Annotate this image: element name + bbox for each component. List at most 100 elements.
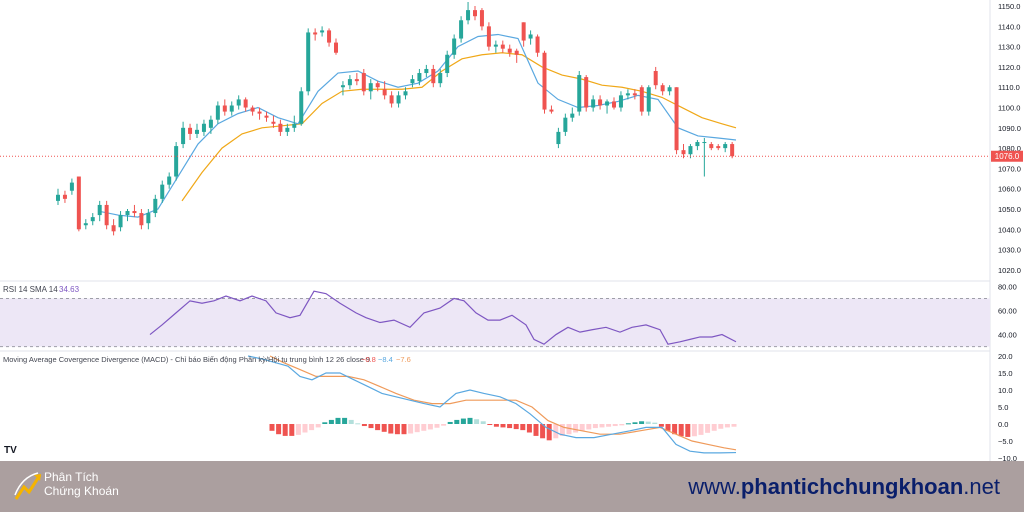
candle-body <box>69 182 74 191</box>
macd-histogram-bar <box>441 424 447 426</box>
candle-body <box>577 75 582 112</box>
candle-body <box>201 123 206 132</box>
macd-tick-label: 20.0 <box>998 352 1013 361</box>
macd-histogram <box>269 417 737 441</box>
rsi-legend-title[interactable]: RSI 14 SMA 14 <box>3 285 58 294</box>
macd-axis[interactable]: 20.0 15.0 10.0 5.0 0.0 −5.0 −10.0 <box>998 352 1017 463</box>
price-tick-label: 1080.0 <box>998 144 1021 153</box>
macd-histogram-bar <box>295 424 301 435</box>
macd-histogram-bar <box>579 424 585 431</box>
macd-histogram-bar <box>533 424 539 436</box>
candle-body <box>417 73 422 82</box>
ma-fast-line <box>97 33 737 218</box>
price-tick-label: 1090.0 <box>998 124 1021 133</box>
candle-body <box>167 176 172 185</box>
price-tick-label: 1130.0 <box>998 43 1020 52</box>
price-axis[interactable]: 1150.0 1140.0 1130.0 1120.0 1110.0 1100.0 1090… <box>998 2 1021 275</box>
macd-histogram-bar <box>731 424 737 427</box>
candle-body <box>354 79 359 82</box>
price-tick-label: 1110.0 <box>998 83 1020 92</box>
macd-histogram-bar <box>520 424 526 431</box>
macd-histogram-bar <box>282 424 288 436</box>
brand-line-2: Chứng Khoán <box>44 484 119 498</box>
macd-tick-label: −10.0 <box>998 454 1017 461</box>
candle-body <box>313 32 318 35</box>
candle-body <box>340 85 345 88</box>
candle-body <box>76 176 81 230</box>
chart-background <box>0 0 1024 461</box>
candle-body <box>195 129 199 134</box>
candle-body <box>368 83 373 92</box>
macd-histogram-bar <box>276 424 282 435</box>
rsi-tick-label: 60.00 <box>998 306 1017 315</box>
macd-histogram-bar <box>652 422 658 424</box>
candle-body <box>473 10 477 17</box>
candle-body <box>139 213 144 226</box>
candle-body <box>542 52 547 110</box>
macd-histogram-bar <box>526 424 532 433</box>
candle-body <box>618 95 623 108</box>
candle-body <box>83 223 88 226</box>
candle-body <box>320 30 325 33</box>
candle-body <box>528 34 533 39</box>
macd-tick-label: 10.0 <box>998 386 1013 395</box>
price-tick-label: 1050.0 <box>998 205 1021 214</box>
candle-body <box>549 109 554 112</box>
macd-histogram-bar <box>460 418 466 424</box>
last-price-badge <box>991 150 1023 162</box>
macd-histogram-bar <box>566 424 572 435</box>
candle-body <box>639 87 644 112</box>
price-tick-label: 1140.0 <box>998 22 1020 31</box>
candle-body <box>396 95 401 104</box>
candle-body <box>153 198 158 214</box>
candle-body <box>507 48 512 53</box>
candle-body <box>688 146 693 155</box>
macd-histogram-bar <box>559 424 565 436</box>
macd-histogram-bar <box>705 424 711 433</box>
macd-histogram-bar <box>632 422 638 424</box>
candle-body <box>445 54 450 74</box>
macd-histogram-bar <box>678 424 684 437</box>
candle-body <box>591 99 596 108</box>
macd-histogram-bar <box>342 417 348 424</box>
candle-body <box>334 42 338 53</box>
macd-histogram-bar <box>408 424 414 434</box>
site-url-prefix: www. <box>688 474 741 499</box>
macd-histogram-bar <box>322 422 328 424</box>
macd-histogram-bar <box>698 424 704 435</box>
macd-histogram-bar <box>368 424 374 429</box>
brand-name: Phân Tích Chứng Khoán <box>44 470 119 498</box>
candle-body <box>723 144 728 149</box>
macd-histogram-bar <box>658 424 664 427</box>
candle-body <box>229 105 234 112</box>
candle-body <box>271 121 276 124</box>
candle-body <box>403 91 408 96</box>
macd-histogram-bar <box>540 424 546 439</box>
tradingview-watermark[interactable]: TV <box>4 445 17 456</box>
price-tick-label: 1020.0 <box>998 266 1021 275</box>
macd-histogram-bar <box>467 417 473 424</box>
candle-body <box>667 87 672 92</box>
macd-histogram-bar <box>573 424 579 433</box>
candle-body <box>215 105 220 120</box>
candle-body <box>695 142 700 147</box>
candle-body <box>111 225 116 232</box>
candle-body <box>299 91 304 124</box>
candle-body <box>327 30 332 43</box>
rsi-axis[interactable]: 80.00 60.00 40.00 <box>998 282 1017 339</box>
candle-body <box>605 101 610 106</box>
candle-body <box>479 10 484 27</box>
price-tick-label: 1070.0 <box>998 164 1021 173</box>
rsi-legend-value: 34.63 <box>59 285 80 294</box>
site-url[interactable]: www.phantichchungkhoan.net <box>688 474 1000 500</box>
candle-body <box>410 79 415 84</box>
macd-legend-title[interactable]: Moving Average Covergence Divergence (MA… <box>3 355 370 364</box>
macd-signal-line <box>269 355 737 451</box>
chart-canvas[interactable]: 1150.0 1140.0 1130.0 1120.0 1110.0 1100.0 1090… <box>0 0 1024 463</box>
macd-histogram-bar <box>639 421 645 424</box>
macd-histogram-bar <box>487 424 493 426</box>
macd-histogram-bar <box>269 424 275 431</box>
macd-histogram-bar <box>493 424 499 427</box>
rsi-series <box>149 290 737 345</box>
candle-body <box>625 93 630 96</box>
